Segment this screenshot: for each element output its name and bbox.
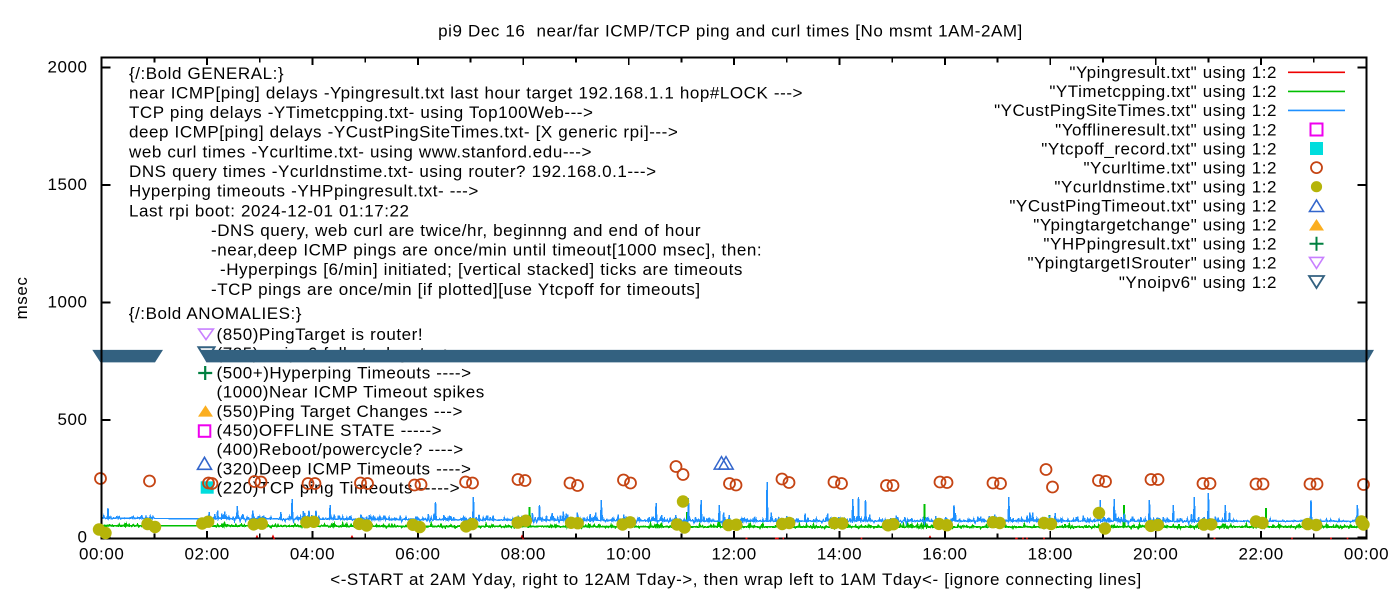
svg-text:TCP ping delays -YTimetcpping.: TCP ping delays -YTimetcpping.txt- using… (129, 103, 594, 122)
svg-text:-DNS query, web curl are twice: -DNS query, web curl are twice/hr, begin… (211, 221, 701, 240)
svg-text:(400)Reboot/powercycle? ---->: (400)Reboot/powercycle? ----> (217, 440, 464, 459)
svg-text:20:00: 20:00 (1133, 545, 1178, 564)
svg-text:2000: 2000 (47, 58, 87, 77)
svg-text:22:00: 22:00 (1238, 545, 1283, 564)
svg-text:(550)Ping Target Changes --->: (550)Ping Target Changes ---> (217, 402, 463, 421)
svg-text:"Ytcpoff_record.txt" using 1:2: "Ytcpoff_record.txt" using 1:2 (1041, 139, 1277, 158)
svg-text:10:00: 10:00 (606, 545, 651, 564)
svg-text:"YpingtargetISrouter" using 1:: "YpingtargetISrouter" using 1:2 (1028, 254, 1278, 273)
svg-text:pi9 Dec 16 near/far ICMP/TCP: pi9 Dec 16 near/far ICMP/TCP ping and cu… (438, 21, 1023, 40)
svg-text:-Hyperpings [6/min] initiated;: -Hyperpings [6/min] initiated; [vertical… (220, 260, 743, 279)
svg-text:"Ycurldnstime.txt" using 1:2: "Ycurldnstime.txt" using 1:2 (1054, 178, 1277, 197)
svg-text:(1000)Near ICMP Timeout spikes: (1000)Near ICMP Timeout spikes (217, 383, 485, 402)
svg-text:Hyperping timeouts -YHPpingres: Hyperping timeouts -YHPpingresult.txt- -… (129, 182, 479, 201)
svg-text:04:00: 04:00 (290, 545, 335, 564)
svg-text:"YHPpingresult.txt" using 1:2: "YHPpingresult.txt" using 1:2 (1043, 235, 1277, 254)
svg-text:near ICMP[ping] delays -Ypingr: near ICMP[ping] delays -Ypingresult.txt … (129, 83, 803, 102)
svg-text:(220)TCP ping Timeouts ----->: (220)TCP ping Timeouts -----> (217, 479, 461, 498)
svg-text:<-START at 2AM Yday, right to: <-START at 2AM Yday, right to 12AM Tday-… (330, 570, 1142, 589)
svg-text:deep ICMP[ping] delays -YCustP: deep ICMP[ping] delays -YCustPingSiteTim… (129, 123, 678, 142)
svg-text:0: 0 (77, 528, 87, 547)
svg-text:"Ycurltime.txt" using 1:2: "Ycurltime.txt" using 1:2 (1083, 158, 1277, 177)
svg-text:"YCustPingSiteTimes.txt" using: "YCustPingSiteTimes.txt" using 1:2 (994, 101, 1277, 120)
svg-text:{/:Bold ANOMALIES:}: {/:Bold ANOMALIES:} (129, 304, 302, 323)
svg-text:1000: 1000 (47, 293, 87, 312)
svg-text:msec: msec (12, 277, 31, 320)
svg-text:06:00: 06:00 (395, 545, 440, 564)
svg-text:(450)OFFLINE STATE ----->: (450)OFFLINE STATE -----> (217, 421, 443, 440)
svg-text:08:00: 08:00 (501, 545, 546, 564)
svg-text:00:00: 00:00 (1344, 545, 1389, 564)
svg-text:"Ynoipv6" using 1:2: "Ynoipv6" using 1:2 (1119, 273, 1277, 292)
svg-text:"Ypingresult.txt" using 1:2: "Ypingresult.txt" using 1:2 (1069, 63, 1277, 82)
svg-text:-near,deep ICMP pings are once: -near,deep ICMP pings are once/min until… (211, 241, 762, 260)
svg-text:16:00: 16:00 (922, 545, 967, 564)
svg-text:{/:Bold GENERAL:}: {/:Bold GENERAL:} (129, 64, 284, 83)
svg-text:"YTimetcpping.txt" using 1:2: "YTimetcpping.txt" using 1:2 (1049, 82, 1277, 101)
svg-text:DNS query times -Ycurldnstime.: DNS query times -Ycurldnstime.txt- using… (129, 162, 657, 181)
svg-text:(850)PingTarget is router!: (850)PingTarget is router! (217, 325, 424, 344)
svg-text:"Yofflineresult.txt" using 1:2: "Yofflineresult.txt" using 1:2 (1055, 120, 1277, 139)
svg-text:12:00: 12:00 (711, 545, 756, 564)
svg-text:14:00: 14:00 (817, 545, 862, 564)
svg-text:"YCustPingTimeout.txt" using 1: "YCustPingTimeout.txt" using 1:2 (1009, 197, 1277, 216)
svg-text:(320)Deep ICMP Timeouts ---->: (320)Deep ICMP Timeouts ----> (217, 459, 472, 478)
svg-text:18:00: 18:00 (1028, 545, 1073, 564)
svg-text:500: 500 (57, 410, 87, 429)
svg-text:(500+)Hyperping Timeouts ---->: (500+)Hyperping Timeouts ----> (217, 363, 472, 382)
svg-text:1500: 1500 (47, 175, 87, 194)
svg-text:"Ypingtargetchange" using 1:2: "Ypingtargetchange" using 1:2 (1033, 216, 1277, 235)
svg-text:web curl times -Ycurltime.txt-: web curl times -Ycurltime.txt- using www… (128, 142, 592, 161)
svg-text:00:00: 00:00 (79, 545, 124, 564)
svg-text:02:00: 02:00 (184, 545, 229, 564)
svg-text:-TCP pings are once/min [if pl: -TCP pings are once/min [if plotted][use… (211, 280, 701, 299)
svg-text:Last rpi boot: 2024-12-01 01:1: Last rpi boot: 2024-12-01 01:17:22 (129, 201, 410, 220)
